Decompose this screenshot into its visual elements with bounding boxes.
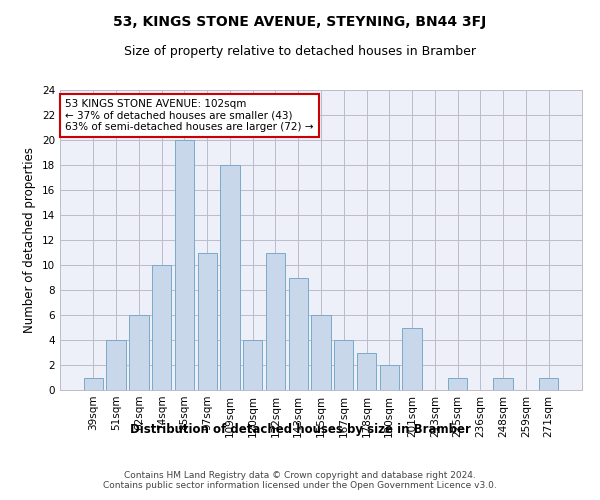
Bar: [197, 252, 217, 390]
Bar: [539, 378, 558, 390]
Bar: [243, 340, 262, 390]
Bar: [129, 315, 149, 390]
Bar: [493, 378, 513, 390]
Text: 53, KINGS STONE AVENUE, STEYNING, BN44 3FJ: 53, KINGS STONE AVENUE, STEYNING, BN44 3…: [113, 15, 487, 29]
Bar: [106, 340, 126, 390]
Bar: [84, 378, 103, 390]
Bar: [334, 340, 353, 390]
Text: Distribution of detached houses by size in Bramber: Distribution of detached houses by size …: [130, 422, 470, 436]
Text: Contains HM Land Registry data © Crown copyright and database right 2024.
Contai: Contains HM Land Registry data © Crown c…: [103, 470, 497, 490]
Bar: [266, 252, 285, 390]
Bar: [403, 328, 422, 390]
Y-axis label: Number of detached properties: Number of detached properties: [23, 147, 37, 333]
Bar: [175, 140, 194, 390]
Bar: [380, 365, 399, 390]
Bar: [357, 352, 376, 390]
Bar: [289, 278, 308, 390]
Bar: [311, 315, 331, 390]
Bar: [448, 378, 467, 390]
Bar: [220, 165, 239, 390]
Text: Size of property relative to detached houses in Bramber: Size of property relative to detached ho…: [124, 45, 476, 58]
Text: 53 KINGS STONE AVENUE: 102sqm
← 37% of detached houses are smaller (43)
63% of s: 53 KINGS STONE AVENUE: 102sqm ← 37% of d…: [65, 99, 314, 132]
Bar: [152, 265, 172, 390]
